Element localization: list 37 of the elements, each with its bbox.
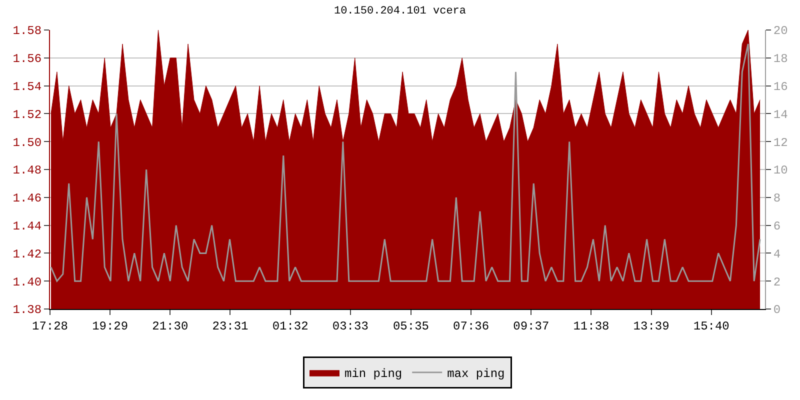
x-tick-label: 21:30 <box>152 319 188 334</box>
x-tick-label: 13:39 <box>633 319 670 334</box>
x-tick-label: 11:38 <box>573 319 610 334</box>
legend-label: min ping <box>344 367 402 382</box>
y-tick-label: 1.56 <box>12 52 42 66</box>
x-tick-label: 09:37 <box>513 319 550 334</box>
y-tick-label: 1.54 <box>12 80 42 94</box>
y-tick-label: 1.38 <box>12 303 42 318</box>
y2-tick-label: 6 <box>773 220 781 234</box>
x-tick-label: 03:33 <box>332 319 368 334</box>
x-tick-label: 19:29 <box>92 319 128 334</box>
y2-tick-label: 12 <box>773 136 788 150</box>
y-tick-label: 1.44 <box>12 220 42 234</box>
y2-tick-label: 14 <box>773 108 788 122</box>
y2-tick-label: 4 <box>773 247 781 262</box>
y2-tick-label: 8 <box>773 192 781 206</box>
y2-tick-label: 2 <box>773 275 781 290</box>
y-tick-label: 1.48 <box>12 164 42 178</box>
y2-tick-label: 0 <box>773 303 781 318</box>
x-tick-label: 23:31 <box>212 319 248 334</box>
y-tick-label: 1.50 <box>12 136 42 150</box>
y-tick-label: 1.46 <box>12 192 42 206</box>
x-tick-label: 17:28 <box>32 319 68 334</box>
x-tick-label: 07:36 <box>453 319 490 334</box>
y-tick-label: 1.58 <box>12 24 42 38</box>
x-tick-label: 15:40 <box>693 319 730 334</box>
y2-tick-label: 16 <box>773 80 788 94</box>
y-tick-label: 1.52 <box>12 108 42 122</box>
legend-label: max ping <box>447 367 505 382</box>
x-tick-label: 01:32 <box>272 319 308 334</box>
y-tick-label: 1.40 <box>12 275 42 290</box>
y2-tick-label: 10 <box>773 164 788 178</box>
y-tick-label: 1.42 <box>12 247 42 262</box>
y2-tick-label: 20 <box>773 24 788 38</box>
y2-tick-label: 18 <box>773 52 788 66</box>
chart-title: 10.150.204.101 vcera <box>334 6 466 18</box>
x-tick-label: 05:35 <box>392 319 429 334</box>
